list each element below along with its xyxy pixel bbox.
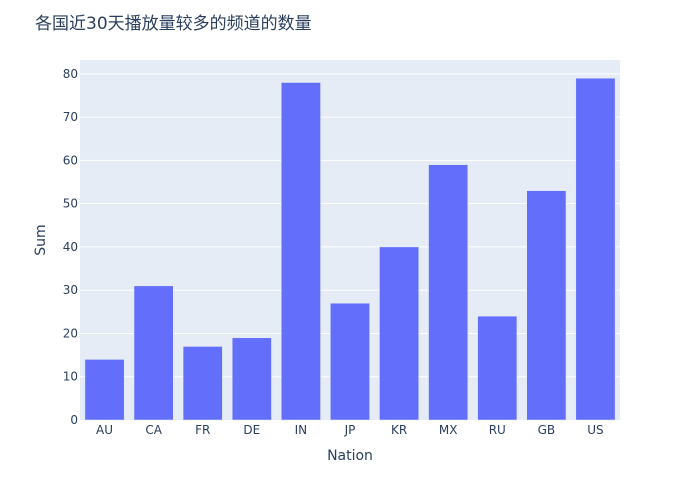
y-tick-label: 30 xyxy=(63,283,78,297)
bar-au[interactable] xyxy=(84,359,125,421)
x-tick-label: AU xyxy=(96,423,113,437)
x-tick-label: GB xyxy=(538,423,556,437)
x-tick-label: US xyxy=(587,423,603,437)
y-tick-label: 50 xyxy=(63,197,78,211)
y-tick-label: 70 xyxy=(63,110,78,124)
bar-de[interactable] xyxy=(231,337,272,421)
x-tick-label: JP xyxy=(344,423,356,437)
bar-mx[interactable] xyxy=(428,164,469,421)
y-tick-label: 20 xyxy=(63,326,78,340)
y-axis-ticks: 0 10 20 30 40 50 60 70 80 xyxy=(63,67,78,427)
chart-title: 各国近30天播放量较多的频道的数量 xyxy=(35,14,312,34)
y-tick-label: 0 xyxy=(70,413,78,427)
y-tick-label: 40 xyxy=(63,240,78,254)
x-tick-label: DE xyxy=(243,423,260,437)
bar-fr[interactable] xyxy=(182,346,223,421)
x-axis-ticks: AU CA FR DE IN JP KR MX RU GB US xyxy=(96,423,604,437)
bar-ca[interactable] xyxy=(133,285,174,421)
bar-ru[interactable] xyxy=(477,315,518,421)
bar-in[interactable] xyxy=(281,82,321,421)
x-axis-title: Nation xyxy=(327,448,373,464)
y-axis-title: Sum xyxy=(33,224,49,255)
y-tick-label: 10 xyxy=(63,370,78,384)
bar-us[interactable] xyxy=(575,77,616,421)
bar-gb[interactable] xyxy=(526,190,567,421)
x-tick-label: FR xyxy=(195,423,210,437)
bar-kr[interactable] xyxy=(379,246,419,421)
x-tick-label: KR xyxy=(391,423,407,437)
bar-jp[interactable] xyxy=(330,302,370,421)
x-tick-label: IN xyxy=(295,423,308,437)
y-tick-label: 80 xyxy=(63,67,78,81)
bars xyxy=(84,77,616,421)
x-tick-label: RU xyxy=(489,423,506,437)
x-tick-label: MX xyxy=(439,423,458,437)
y-tick-label: 60 xyxy=(63,153,78,167)
x-tick-label: CA xyxy=(145,423,162,437)
